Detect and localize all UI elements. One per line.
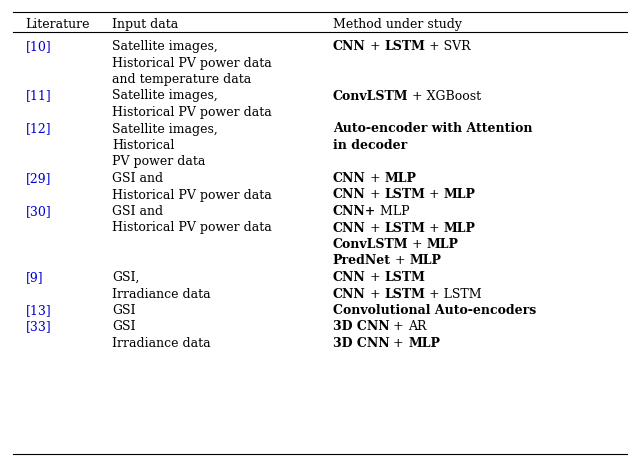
Text: [13]: [13] [26,304,51,317]
Text: GSI: GSI [112,304,136,317]
Text: +: + [425,189,444,201]
Text: Auto-encoder with Attention: Auto-encoder with Attention [333,123,532,136]
Text: CNN: CNN [333,288,365,301]
Text: Method under study: Method under study [333,18,462,31]
Text: MLP: MLP [376,205,410,218]
Text: Historical PV power data: Historical PV power data [112,106,272,119]
Text: GSI,: GSI, [112,271,140,284]
Text: CNN: CNN [333,172,365,185]
Text: CNN: CNN [333,189,365,201]
Text: [11]: [11] [26,89,51,103]
Text: Historical PV power data: Historical PV power data [112,221,272,234]
Text: CNN: CNN [333,40,365,53]
Text: Irradiance data: Irradiance data [112,288,211,301]
Text: [9]: [9] [26,271,44,284]
Text: 3D CNN: 3D CNN [333,337,389,350]
Text: +: + [408,238,427,251]
Text: +: + [391,254,410,267]
Text: MLP: MLP [444,189,476,201]
Text: [33]: [33] [26,321,51,334]
Text: + XGBoost: + XGBoost [408,89,481,103]
Text: Convolutional Auto-encoders: Convolutional Auto-encoders [333,304,536,317]
Text: MLP: MLP [384,172,416,185]
Text: +: + [365,40,384,53]
Text: GSI: GSI [112,321,136,334]
Text: Literature: Literature [26,18,90,31]
Text: in decoder: in decoder [333,139,407,152]
Text: +: + [389,337,408,350]
Text: Historical PV power data: Historical PV power data [112,189,272,201]
Text: PV power data: PV power data [112,156,205,169]
Text: Irradiance data: Irradiance data [112,337,211,350]
Text: LSTM: LSTM [384,288,425,301]
Text: Input data: Input data [112,18,179,31]
Text: [10]: [10] [26,40,51,53]
Text: [29]: [29] [26,172,51,185]
Text: MLP: MLP [408,337,440,350]
Text: CNN: CNN [333,221,365,234]
Text: +: + [425,221,444,234]
Text: LSTM: LSTM [384,40,425,53]
Text: MLP: MLP [410,254,442,267]
Text: and temperature data: and temperature data [112,73,252,86]
Text: CNN+: CNN+ [333,205,376,218]
Text: +: + [365,172,384,185]
Text: PredNet: PredNet [333,254,391,267]
Text: CNN: CNN [333,271,365,284]
Text: +: + [389,321,408,334]
Text: Satellite images,: Satellite images, [112,40,218,53]
Text: Historical PV power data: Historical PV power data [112,56,272,69]
Text: Satellite images,: Satellite images, [112,89,218,103]
Text: ConvLSTM: ConvLSTM [333,238,408,251]
Text: +: + [365,189,384,201]
Text: Satellite images,: Satellite images, [112,123,218,136]
Text: GSI and: GSI and [112,205,163,218]
Text: +: + [365,271,384,284]
Text: 3D CNN: 3D CNN [333,321,389,334]
Text: AR: AR [408,321,426,334]
Text: MLP: MLP [427,238,459,251]
Text: GSI and: GSI and [112,172,163,185]
Text: [12]: [12] [26,123,51,136]
Text: + LSTM: + LSTM [425,288,482,301]
Text: +: + [365,221,384,234]
Text: +: + [365,288,384,301]
Text: LSTM: LSTM [384,271,425,284]
Text: MLP: MLP [444,221,476,234]
Text: LSTM: LSTM [384,189,425,201]
Text: Historical: Historical [112,139,174,152]
Text: LSTM: LSTM [384,221,425,234]
Text: ConvLSTM: ConvLSTM [333,89,408,103]
Text: + SVR: + SVR [425,40,470,53]
Text: [30]: [30] [26,205,51,218]
